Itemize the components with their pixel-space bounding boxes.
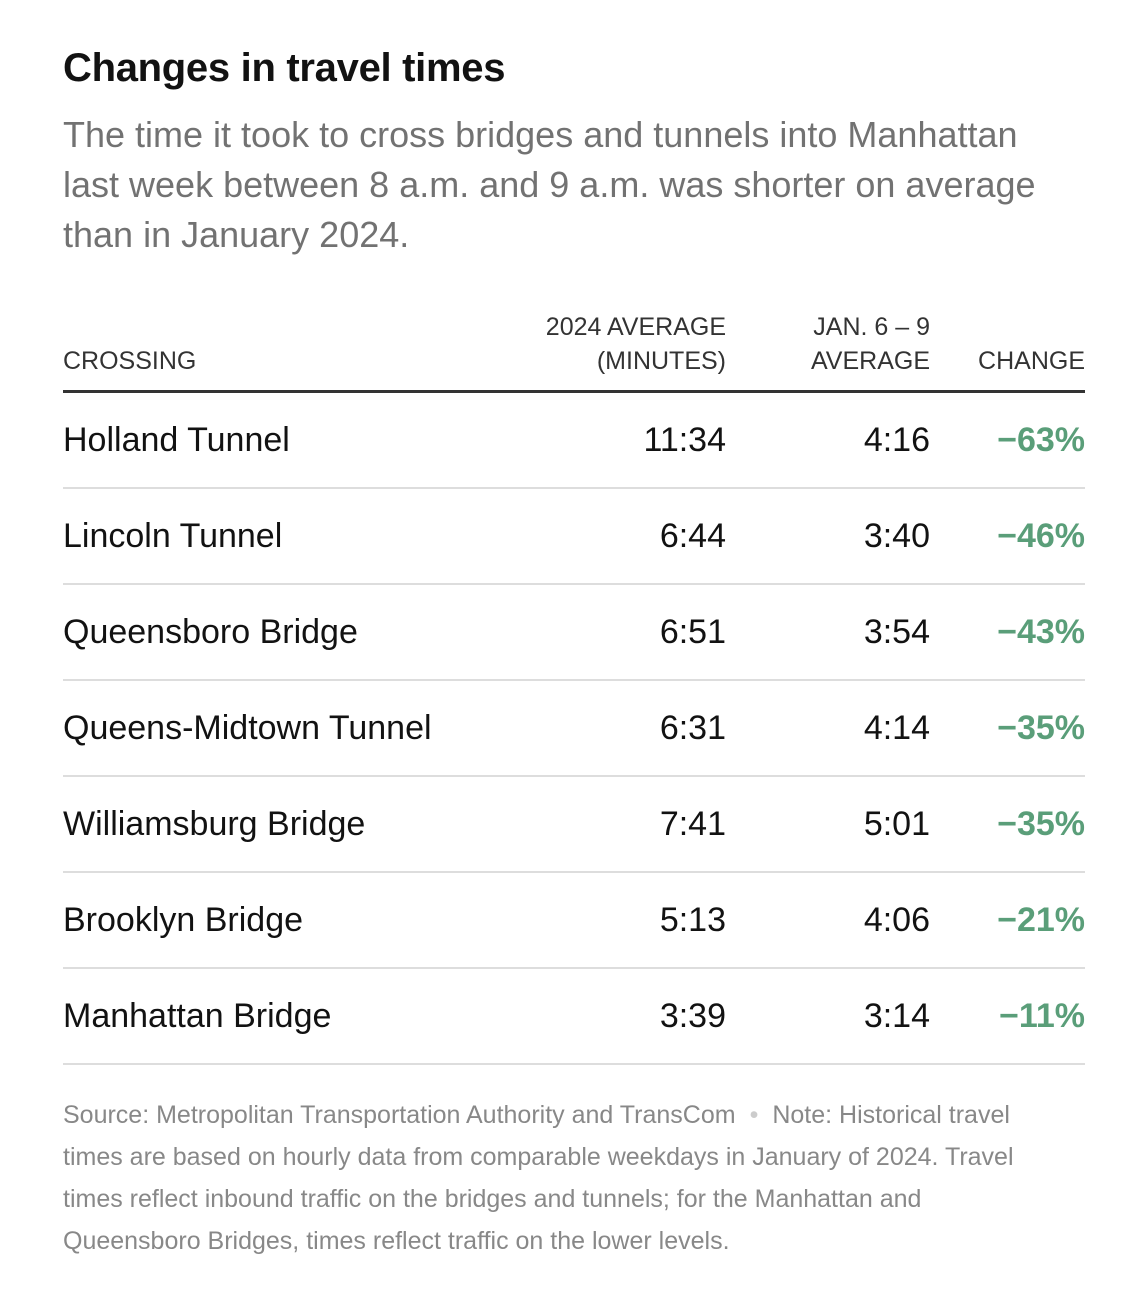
- table-row: Holland Tunnel 11:34 4:16 −63%: [63, 393, 1085, 489]
- change-value: −11%: [998, 996, 1085, 1035]
- header-row: CROSSING 2024 AVERAGE (MINUTES) JAN. 6 – 9 A…: [63, 310, 1085, 393]
- change-value: −63%: [997, 420, 1085, 459]
- column-header-line: CHANGE: [978, 347, 1085, 375]
- title: Changes in travel times: [63, 46, 506, 90]
- table: CROSSING 2024 AVERAGE (MINUTES) JAN. 6 – 9 A…: [63, 310, 1085, 1065]
- separator: •: [749, 1101, 759, 1129]
- table-row: Queens-Midtown Tunnel 6:31 4:14 −35%: [63, 681, 1085, 777]
- change-value: −35%: [997, 804, 1085, 843]
- footer: Source: Metropolitan Transportation Auth…: [63, 1094, 1063, 1262]
- crossing-name: Lincoln Tunnel: [63, 516, 283, 555]
- note: Note: Historical travel times are based …: [63, 1101, 1014, 1255]
- time-value: 7:41: [659, 804, 726, 843]
- crossing-name: Queensboro Bridge: [63, 612, 358, 651]
- table-row: Lincoln Tunnel 6:44 3:40 −46%: [63, 489, 1085, 585]
- time-value: 5:01: [863, 804, 930, 843]
- column-header: CHANGE: [930, 344, 1085, 392]
- column-header-line: (MINUTES): [596, 347, 726, 375]
- subtitle: The time it took to cross bridges and tu…: [63, 114, 1036, 255]
- change-value: −46%: [997, 516, 1085, 555]
- time-value: 3:54: [863, 612, 930, 651]
- column-header: 2024 AVERAGE (MINUTES): [526, 310, 726, 392]
- column-header-line: AVERAGE: [810, 347, 930, 375]
- time-value: 4:14: [863, 708, 930, 747]
- change-value: −35%: [997, 708, 1085, 747]
- time-value: 5:13: [659, 900, 726, 939]
- crossing-name: Holland Tunnel: [63, 420, 290, 459]
- time-value: 6:51: [659, 612, 726, 651]
- change-value: −21%: [997, 900, 1085, 939]
- time-value: 6:31: [659, 708, 726, 747]
- time-value: 3:39: [659, 996, 726, 1035]
- column-header-line: JAN. 6 – 9: [813, 313, 930, 341]
- table-row: Manhattan Bridge 3:39 3:14 −11%: [63, 969, 1085, 1065]
- crossing-name: Manhattan Bridge: [63, 996, 332, 1035]
- column-header: CROSSING: [63, 344, 526, 392]
- crossing-name: Brooklyn Bridge: [63, 900, 304, 939]
- column-header: JAN. 6 – 9 AVERAGE: [726, 310, 930, 392]
- time-value: 3:40: [863, 516, 930, 555]
- column-header-line: CROSSING: [63, 347, 197, 375]
- crossing-name: Williamsburg Bridge: [63, 804, 366, 843]
- table-row: Brooklyn Bridge 5:13 4:06 −21%: [63, 873, 1085, 969]
- time-value: 3:14: [863, 996, 930, 1035]
- time-value: 4:06: [863, 900, 930, 939]
- time-value: 4:16: [863, 420, 930, 459]
- crossing-name: Queens-Midtown Tunnel: [63, 708, 432, 747]
- column-header-line: 2024 AVERAGE: [545, 313, 726, 341]
- table-row: Queensboro Bridge 6:51 3:54 −43%: [63, 585, 1085, 681]
- source: Source: Metropolitan Transportation Auth…: [63, 1101, 736, 1129]
- time-value: 11:34: [643, 420, 726, 459]
- change-value: −43%: [997, 612, 1085, 651]
- time-value: 6:44: [659, 516, 726, 555]
- table-row: Williamsburg Bridge 7:41 5:01 −35%: [63, 777, 1085, 873]
